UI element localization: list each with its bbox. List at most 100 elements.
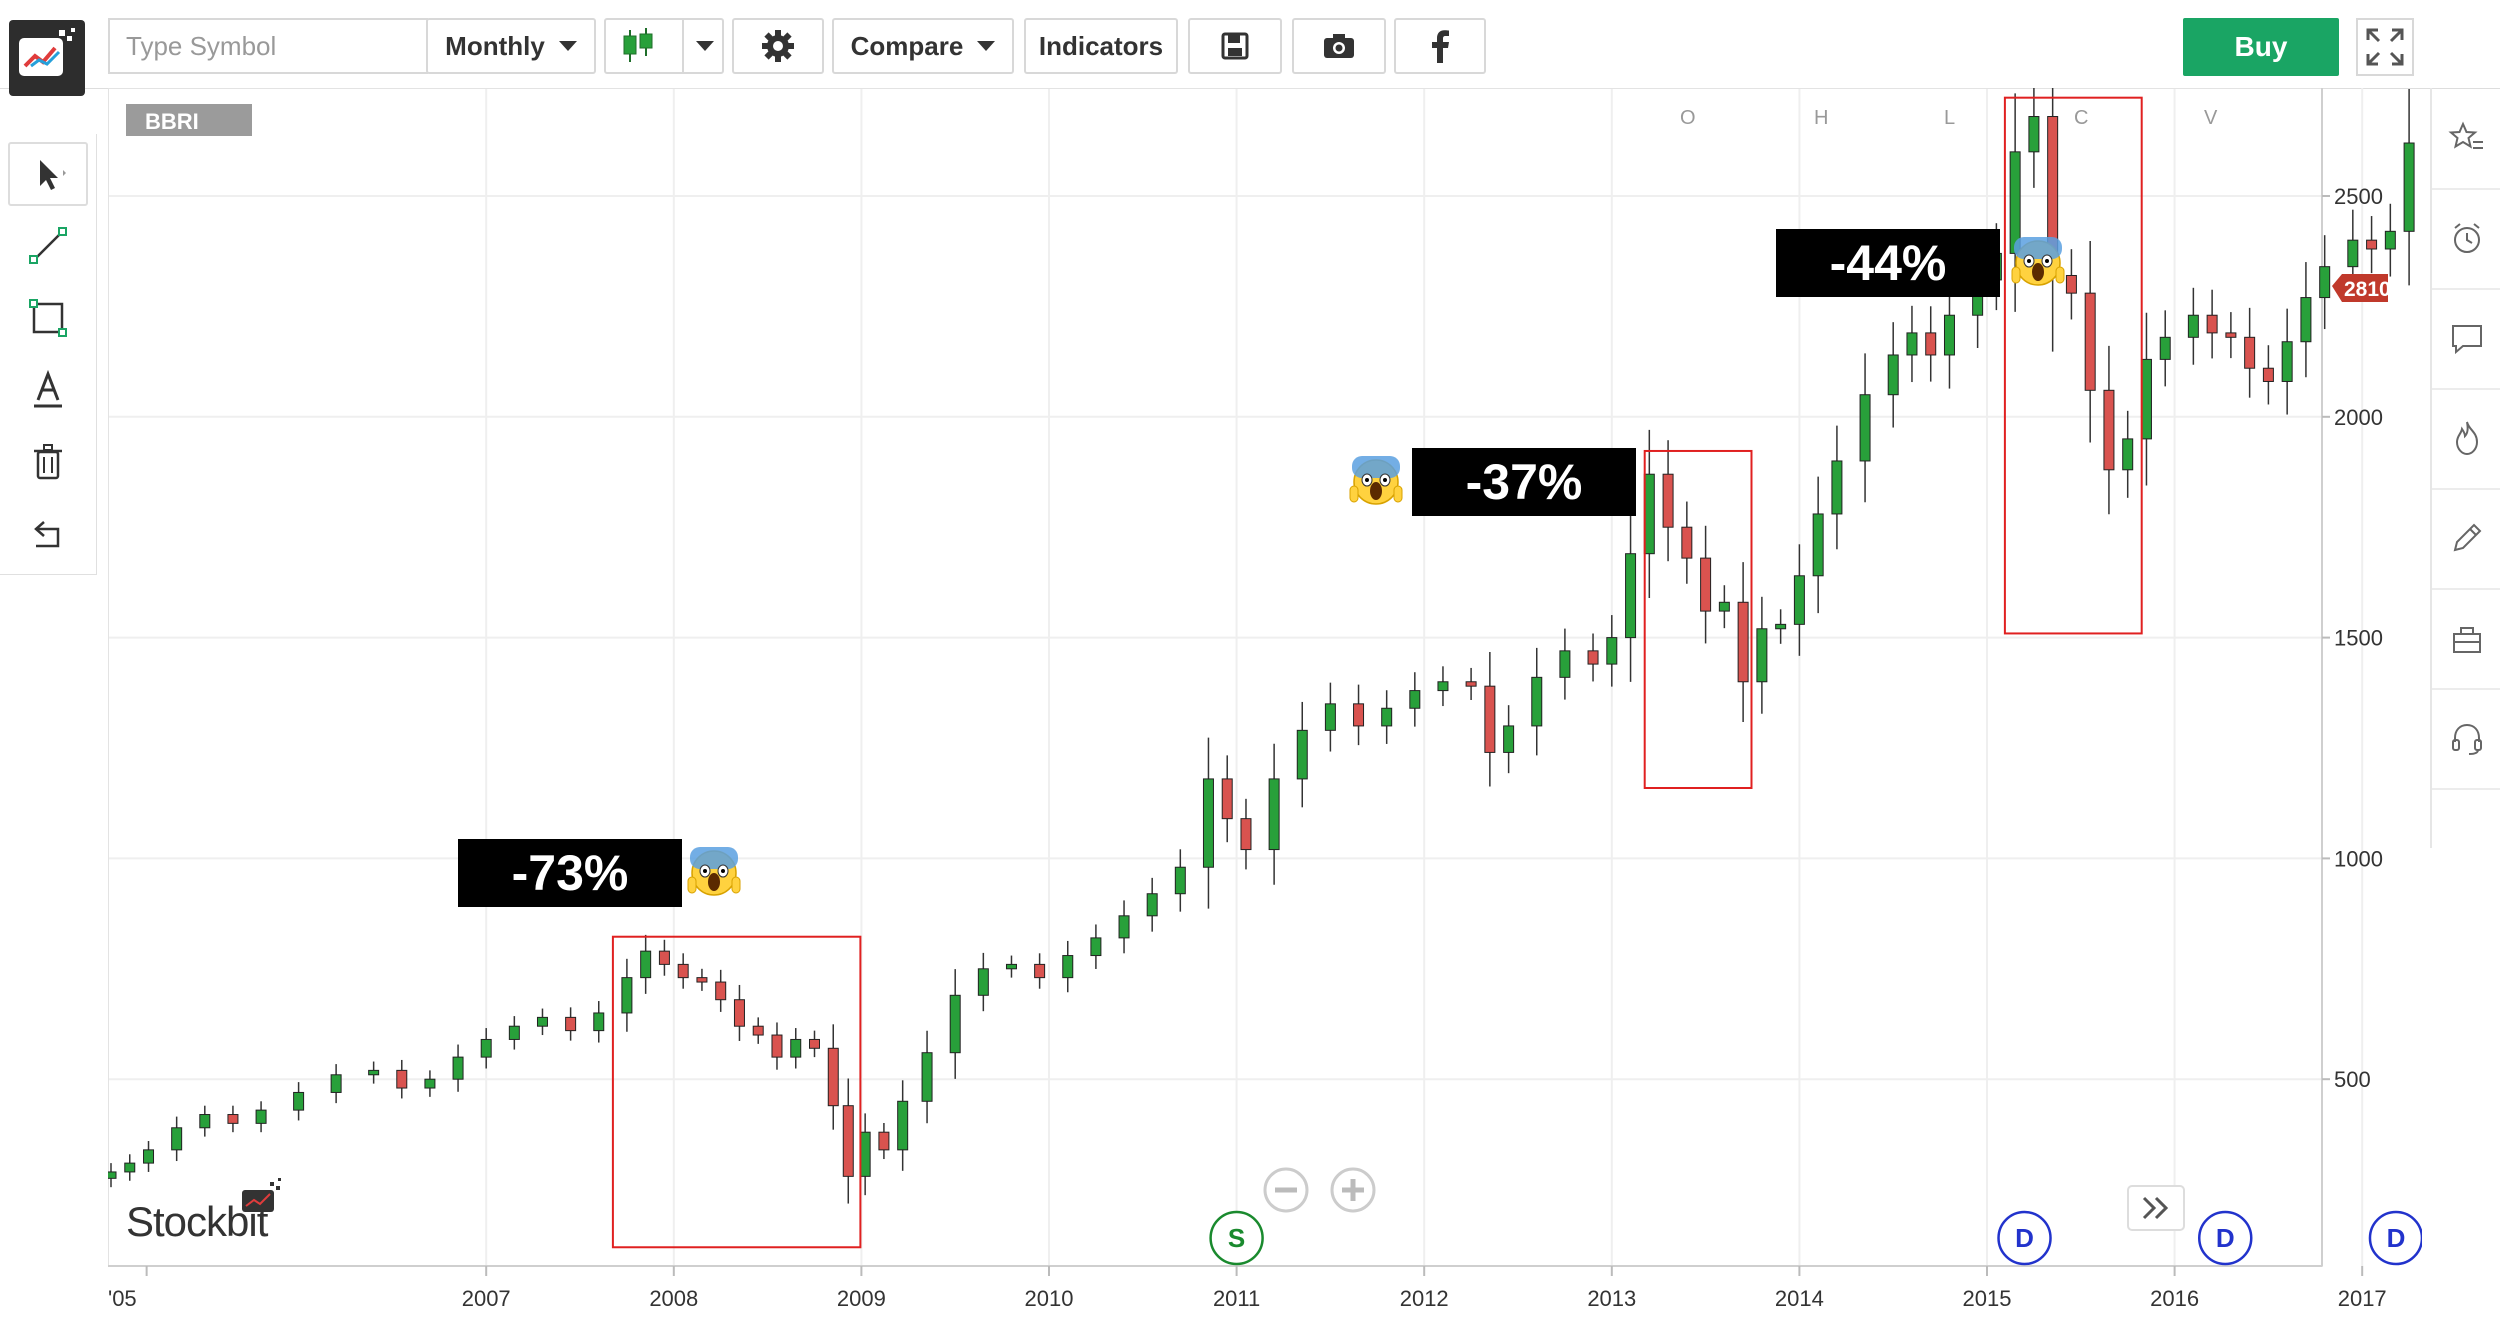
watchlist-button[interactable] [2432,88,2500,190]
save-button[interactable] [1188,18,1282,74]
fullscreen-button[interactable] [2356,18,2414,76]
candle [1812,476,1824,614]
candle-body [733,999,745,1027]
candle [171,1116,183,1162]
candle [2384,203,2396,277]
candle [255,1101,267,1133]
compare-dropdown[interactable]: Compare [832,18,1014,74]
candle [2103,345,2115,515]
price-chart[interactable]: 50010001500200025003000 '052007200820092… [108,88,2422,1334]
event-marker[interactable]: D [1997,1210,2052,1266]
candle-body [1353,703,1365,727]
candle [752,1017,764,1044]
drawdown-percent: -37% [1466,454,1583,510]
undo-tool[interactable] [8,502,88,566]
zoom-out-button[interactable] [1263,1167,1309,1213]
candle-body [199,1114,211,1129]
chart-type-button[interactable] [604,18,724,74]
screenshot-button[interactable] [1292,18,1386,74]
candle [1324,682,1336,752]
event-marker[interactable]: S [1209,1210,1264,1266]
candle-body [1005,963,1017,970]
y-tick-label: 1500 [2334,626,2383,651]
candle [842,1078,854,1204]
event-marker[interactable]: D [2368,1210,2422,1266]
trending-button[interactable] [2432,388,2500,490]
candle-body [809,1038,820,1049]
buy-button[interactable]: Buy [2183,18,2339,76]
candle [1662,440,1674,562]
candle [1437,666,1449,707]
support-button[interactable] [2432,688,2500,790]
candle-body [1034,963,1046,979]
indicators-label: Indicators [1038,30,1164,61]
ohlcv-label: L [1944,107,1955,129]
ohlcv-label: O [1680,107,1696,129]
candle [733,984,745,1041]
candle [1202,737,1214,909]
candle-body [2262,367,2274,382]
trendline-tool[interactable] [8,214,88,278]
x-tick-label: 2009 [837,1286,886,1311]
candle [1353,684,1365,746]
candle-body [897,1100,909,1151]
candle [897,1080,909,1171]
drawdown-boxes [611,96,2143,1249]
candle-body [143,1149,155,1164]
symbol-label: BBRI [145,109,199,134]
portfolio-button[interactable] [2432,588,2500,690]
candle-body [696,977,708,983]
scroll-to-latest-button[interactable] [2127,1185,2185,1231]
candle [1531,647,1543,756]
chat-button[interactable] [2432,288,2500,390]
candle-body [859,1131,871,1177]
chart-canvas[interactable]: 50010001500200025003000 '052007200820092… [108,88,2422,1334]
candle [1559,628,1571,700]
candle-body [1503,725,1515,753]
right-sidebar [2430,88,2500,848]
pencil-icon [2453,523,2482,552]
candle-body [2028,116,2040,153]
candle [452,1044,464,1092]
y-tick-label: 2500 [2334,184,2383,209]
candle-body [508,1025,520,1040]
period-dropdown[interactable]: Monthly [426,18,596,74]
save-icon [1221,32,1249,60]
candle-body [2384,230,2396,250]
candle-body [124,1162,136,1173]
y-axis: 50010001500200025003000 [2322,184,2383,1092]
brand-logo-icon [242,1178,281,1212]
candle-body [1859,394,1871,462]
candle-body [771,1034,783,1058]
text-tool[interactable] [8,358,88,422]
x-tick-label: 2016 [2150,1286,2199,1311]
candle-body [171,1127,183,1151]
indicators-button[interactable]: Indicators [1024,18,1178,74]
candle-body [396,1069,408,1089]
candle-body [2159,336,2171,360]
candle-body [1240,818,1252,851]
event-marker[interactable]: D [2198,1210,2253,1266]
delete-drawings-tool[interactable] [8,430,88,494]
candle [1681,501,1693,584]
candle [565,1007,577,1041]
zoom-in-button[interactable] [1330,1167,1376,1213]
alerts-button[interactable] [2432,188,2500,290]
rectangle-tool[interactable] [8,286,88,350]
label-background [458,839,682,907]
candle-body [1587,650,1599,665]
candle [1859,353,1871,503]
pointer-tool[interactable] [8,142,88,206]
logo-icon [19,28,75,76]
symbol-search-input[interactable]: Type Symbol [108,18,428,74]
candle-body [2300,297,2312,343]
write-post-button[interactable] [2432,488,2500,590]
settings-button[interactable] [732,18,824,74]
last-price-tag: 2810 [2332,274,2391,302]
candle [1296,701,1308,808]
facebook-share-button[interactable] [1394,18,1486,74]
candle-body [1925,332,1937,356]
candle-body [1531,676,1543,727]
app-logo[interactable] [9,20,85,96]
rectangle-icon [29,299,67,337]
